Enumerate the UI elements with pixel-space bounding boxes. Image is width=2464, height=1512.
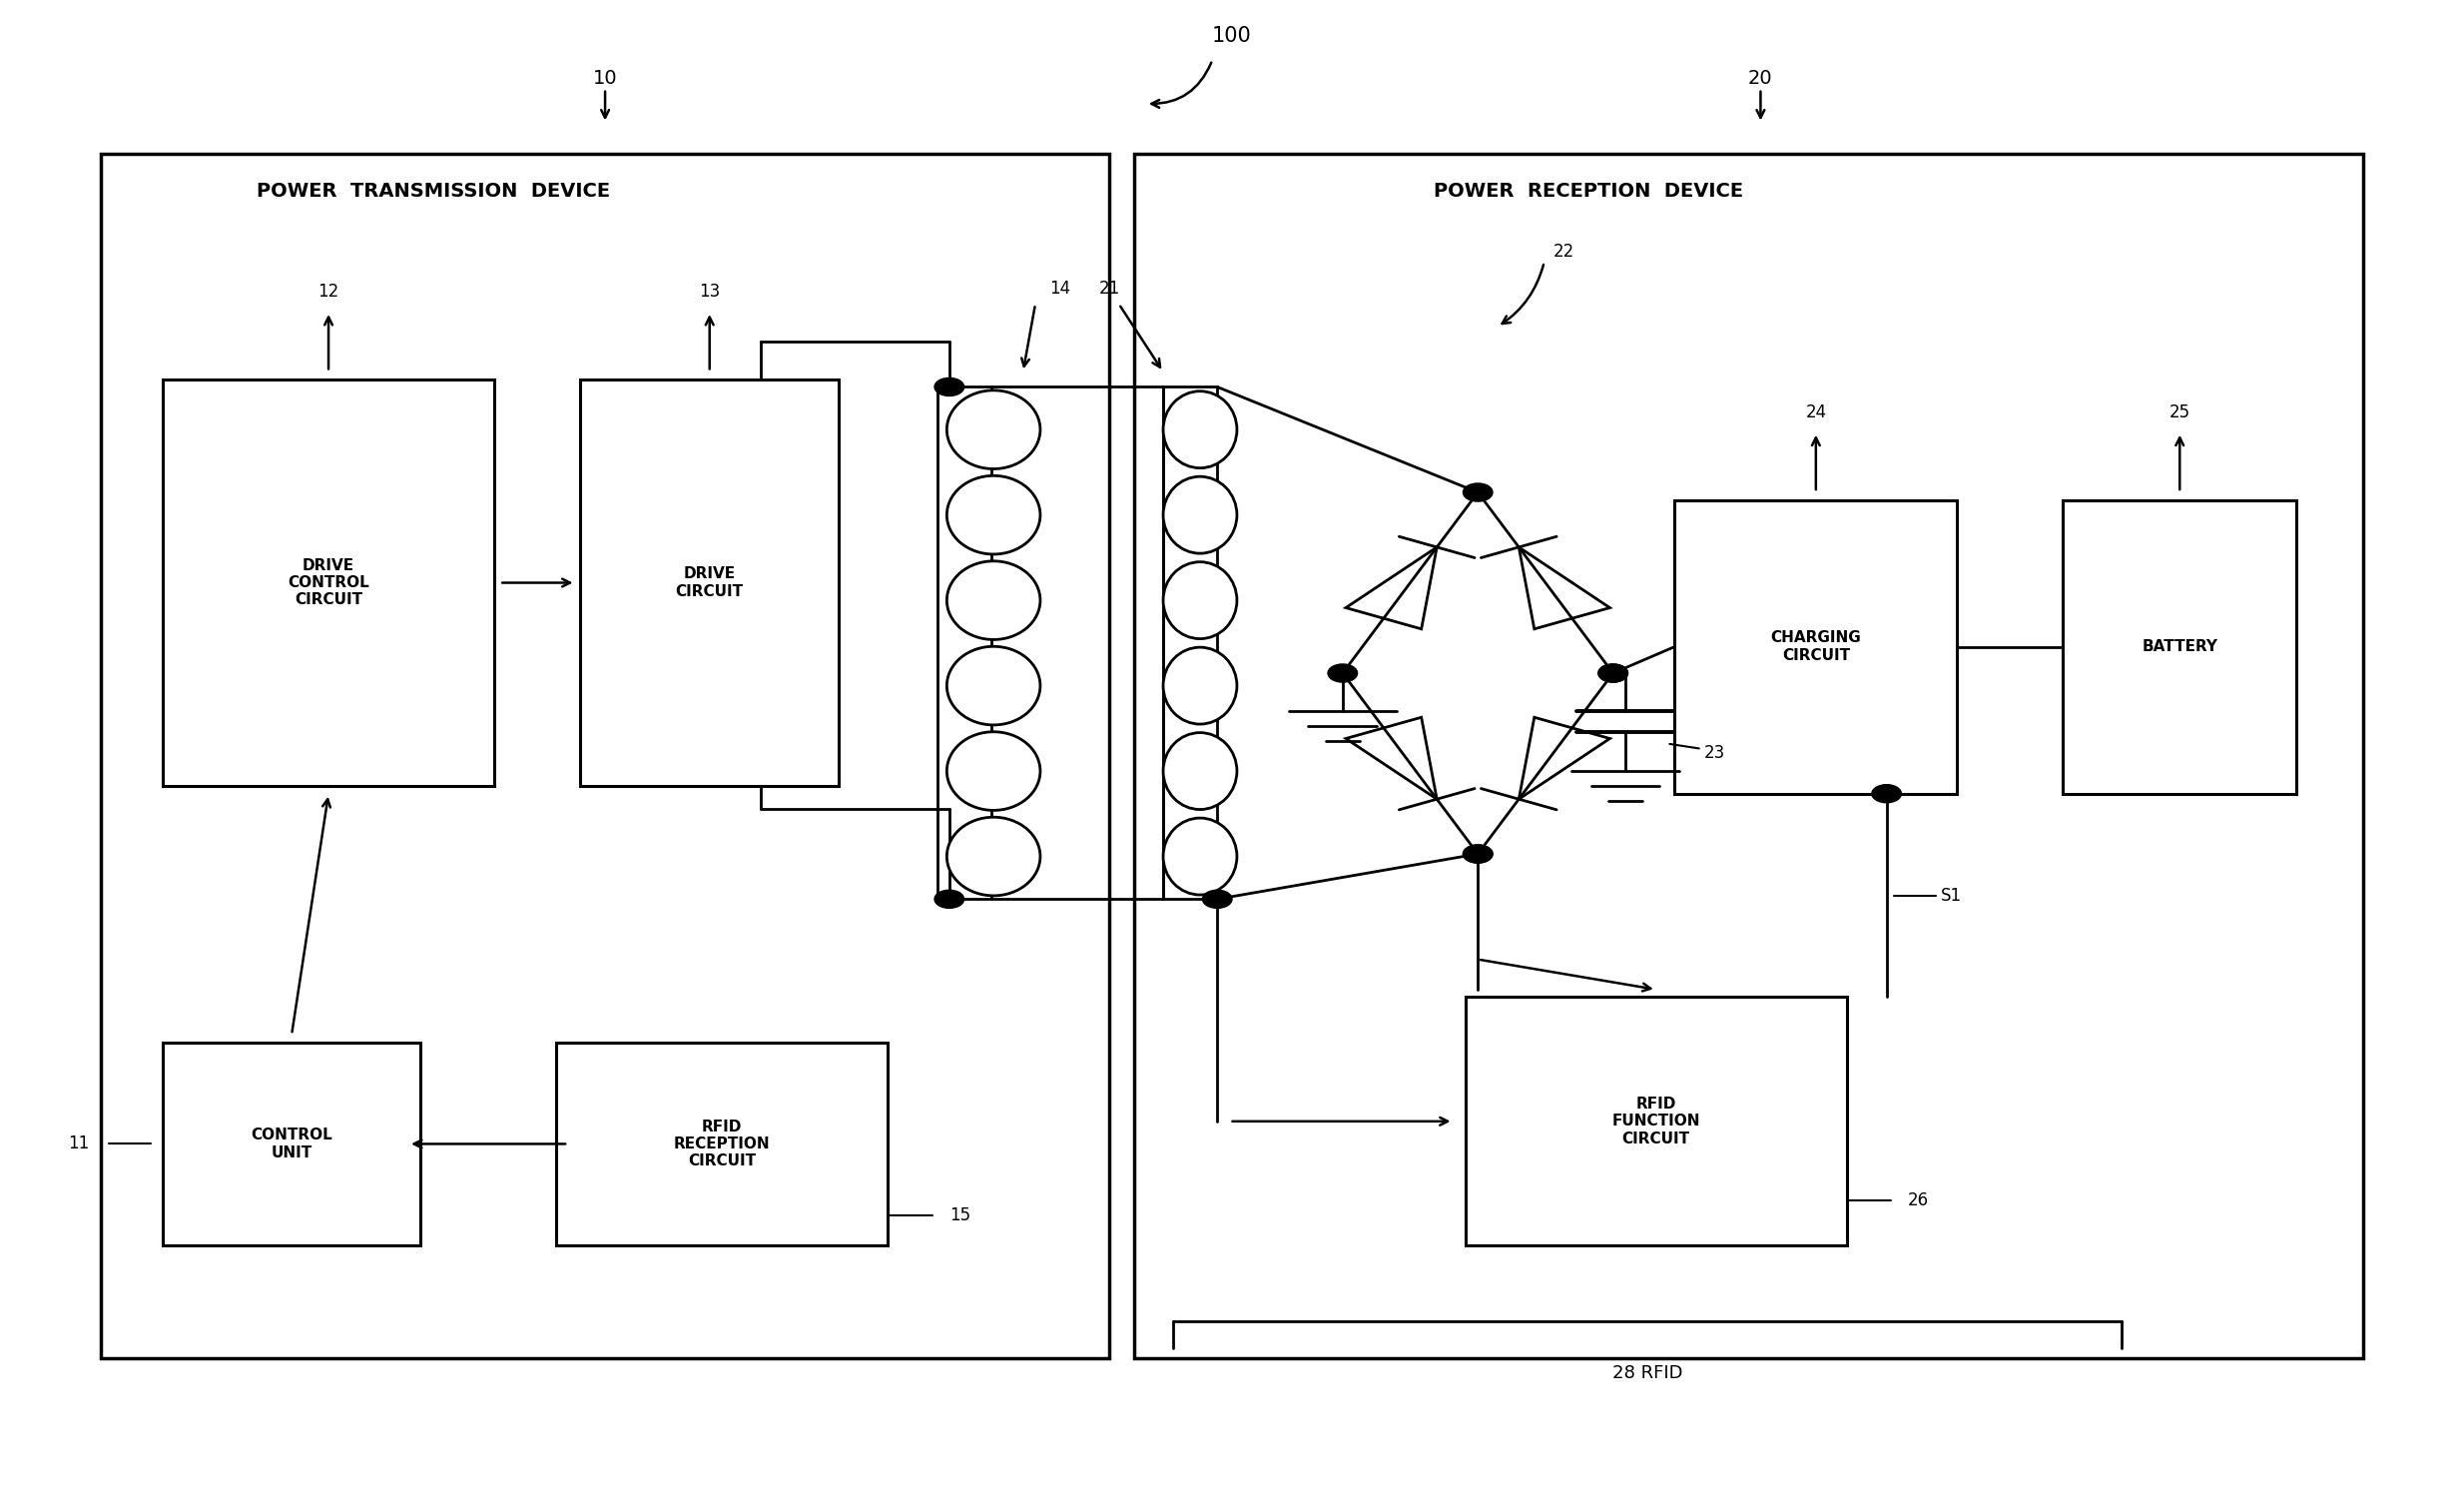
Circle shape	[1599, 664, 1629, 682]
FancyArrowPatch shape	[1151, 62, 1212, 107]
Text: 11: 11	[67, 1136, 89, 1152]
FancyArrowPatch shape	[1503, 265, 1542, 324]
Text: CHARGING
CIRCUIT: CHARGING CIRCUIT	[1772, 631, 1860, 662]
Bar	[163, 380, 495, 786]
Text: BATTERY: BATTERY	[2141, 640, 2218, 655]
Text: CONTROL
UNIT: CONTROL UNIT	[251, 1128, 333, 1160]
Text: 14: 14	[1050, 280, 1069, 298]
Text: 23: 23	[1705, 744, 1725, 762]
Text: S1: S1	[1942, 886, 1961, 904]
Ellipse shape	[946, 647, 1040, 724]
Ellipse shape	[1163, 476, 1237, 553]
Text: DRIVE
CIRCUIT: DRIVE CIRCUIT	[675, 567, 744, 599]
Text: 15: 15	[949, 1207, 971, 1225]
Bar	[1163, 387, 1217, 900]
Ellipse shape	[946, 476, 1040, 555]
Bar	[582, 380, 838, 786]
Text: 22: 22	[1552, 242, 1574, 260]
Circle shape	[1464, 484, 1493, 502]
Ellipse shape	[1163, 562, 1237, 638]
Text: POWER  TRANSMISSION  DEVICE: POWER TRANSMISSION DEVICE	[256, 181, 609, 201]
Bar	[557, 1042, 887, 1246]
Ellipse shape	[946, 561, 1040, 640]
Text: POWER  RECEPTION  DEVICE: POWER RECEPTION DEVICE	[1434, 181, 1745, 201]
Circle shape	[934, 891, 963, 909]
Circle shape	[1202, 891, 1232, 909]
Bar	[101, 153, 1109, 1359]
Text: 100: 100	[1212, 26, 1252, 45]
Circle shape	[1464, 845, 1493, 863]
Ellipse shape	[1163, 818, 1237, 895]
Bar	[1676, 500, 1956, 794]
Circle shape	[934, 378, 963, 396]
Bar	[163, 1042, 421, 1246]
Circle shape	[1873, 785, 1902, 803]
Ellipse shape	[1163, 647, 1237, 724]
Text: 10: 10	[594, 68, 618, 88]
Bar	[936, 387, 991, 900]
Ellipse shape	[1163, 392, 1237, 469]
Bar	[1133, 153, 2363, 1359]
Bar	[2062, 500, 2296, 794]
Text: 28 RFID: 28 RFID	[1611, 1365, 1683, 1382]
Ellipse shape	[1163, 733, 1237, 809]
Text: 21: 21	[1099, 280, 1119, 298]
Text: 25: 25	[2168, 404, 2190, 422]
Bar	[1466, 996, 1846, 1246]
Text: 12: 12	[318, 283, 340, 301]
Text: 13: 13	[700, 283, 719, 301]
Ellipse shape	[946, 816, 1040, 895]
Text: RFID
RECEPTION
CIRCUIT: RFID RECEPTION CIRCUIT	[673, 1119, 771, 1169]
Text: 20: 20	[1749, 68, 1774, 88]
Ellipse shape	[946, 390, 1040, 469]
Text: 26: 26	[1907, 1191, 1929, 1210]
Text: DRIVE
CONTROL
CIRCUIT: DRIVE CONTROL CIRCUIT	[288, 558, 370, 608]
Circle shape	[1599, 664, 1629, 682]
Circle shape	[1464, 845, 1493, 863]
Text: 24: 24	[1806, 404, 1826, 422]
Text: RFID
FUNCTION
CIRCUIT: RFID FUNCTION CIRCUIT	[1611, 1096, 1700, 1146]
Circle shape	[1328, 664, 1358, 682]
Ellipse shape	[946, 732, 1040, 810]
